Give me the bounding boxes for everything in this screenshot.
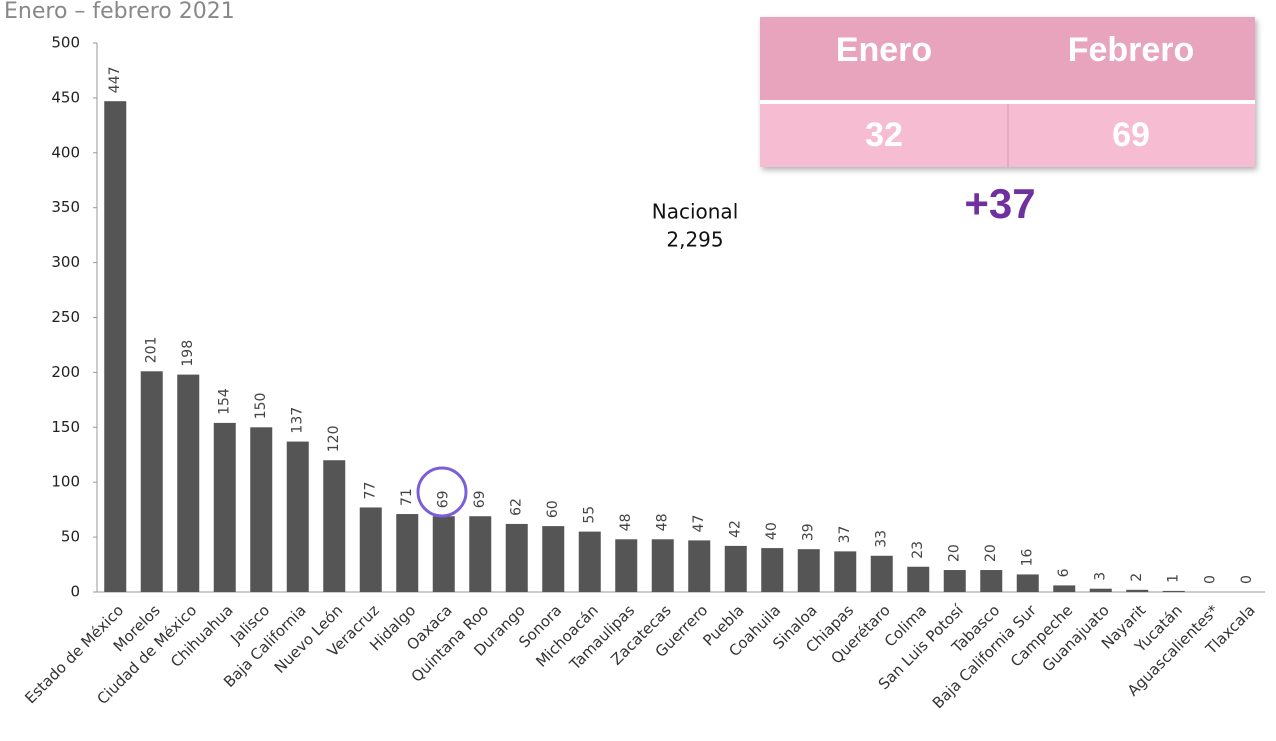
value-label: 23 xyxy=(910,541,926,559)
y-tick-label: 200 xyxy=(51,363,80,381)
bar xyxy=(542,526,565,592)
bar xyxy=(980,570,1003,592)
y-tick-label: 300 xyxy=(51,253,80,271)
value-label: 20 xyxy=(947,544,963,562)
bar xyxy=(761,548,784,592)
value-label: 47 xyxy=(691,515,707,533)
value-label: 201 xyxy=(144,337,160,364)
value-label: 33 xyxy=(874,530,890,548)
value-label: 2 xyxy=(1129,573,1145,582)
bar xyxy=(907,566,930,592)
value-label: 6 xyxy=(1056,568,1072,577)
value-label: 120 xyxy=(326,426,342,453)
bar xyxy=(505,523,528,592)
annotation: 2,295 xyxy=(666,228,723,252)
value-label: 0 xyxy=(1239,575,1255,584)
bar xyxy=(104,101,127,592)
table-cell: 32 xyxy=(865,116,903,154)
value-label: 71 xyxy=(399,488,415,506)
value-label: 48 xyxy=(655,513,671,531)
value-label: 154 xyxy=(217,388,233,415)
value-label: 137 xyxy=(290,407,306,434)
table-header: Febrero xyxy=(1068,31,1195,69)
bar xyxy=(943,570,966,592)
value-label: 48 xyxy=(618,513,634,531)
bar xyxy=(286,441,309,592)
table-header-bg xyxy=(760,17,1255,101)
bar xyxy=(469,516,492,592)
value-label: 0 xyxy=(1202,575,1218,584)
value-label: 77 xyxy=(363,482,379,500)
bar xyxy=(323,460,346,592)
bar xyxy=(1089,588,1112,592)
bar xyxy=(432,516,455,592)
bar xyxy=(797,549,820,592)
highlight-circle xyxy=(416,466,468,518)
y-tick-label: 50 xyxy=(61,528,80,546)
y-tick-label: 150 xyxy=(51,418,80,436)
bar xyxy=(1126,589,1149,592)
bar xyxy=(250,427,273,592)
y-tick-label: 0 xyxy=(70,583,80,601)
value-label: 198 xyxy=(180,340,196,367)
bar xyxy=(578,531,601,592)
value-label: 447 xyxy=(107,66,123,93)
bar xyxy=(688,540,711,592)
bar xyxy=(724,545,747,592)
bar xyxy=(1016,574,1039,592)
value-label: 62 xyxy=(509,498,525,516)
value-label: 69 xyxy=(436,490,452,508)
y-tick-label: 500 xyxy=(51,34,80,52)
summary-table: Enero Febrero 32 69 xyxy=(760,17,1255,167)
bar xyxy=(140,371,163,592)
bar xyxy=(615,539,638,592)
y-tick-label: 350 xyxy=(51,198,80,216)
value-label: 37 xyxy=(837,526,853,544)
bar xyxy=(1162,590,1185,592)
y-tick-label: 250 xyxy=(51,308,80,326)
y-tick-label: 100 xyxy=(51,473,80,491)
bar xyxy=(1053,585,1076,592)
annotation: Nacional xyxy=(652,200,739,224)
value-label: 20 xyxy=(983,544,999,562)
value-label: 60 xyxy=(545,500,561,518)
bar xyxy=(870,555,893,592)
bar xyxy=(213,422,236,592)
value-label: 69 xyxy=(472,490,488,508)
table-header: Enero xyxy=(836,31,932,69)
bar xyxy=(396,514,419,592)
value-label: 40 xyxy=(764,522,780,540)
bar xyxy=(651,539,674,592)
chart-title: Enero – febrero 2021 xyxy=(4,0,235,24)
bar xyxy=(177,374,200,592)
value-label: 39 xyxy=(801,523,817,541)
bar xyxy=(834,551,857,592)
value-label: 150 xyxy=(253,393,269,420)
difference: +37 xyxy=(964,180,1035,227)
table-cell: 69 xyxy=(1112,116,1150,154)
value-label: 1 xyxy=(1166,574,1182,583)
bar xyxy=(359,507,382,592)
value-label: 16 xyxy=(1020,549,1036,567)
value-label: 42 xyxy=(728,520,744,538)
value-label: 3 xyxy=(1093,572,1109,581)
value-label: 55 xyxy=(582,506,598,524)
y-tick-label: 400 xyxy=(51,143,80,161)
y-tick-label: 450 xyxy=(51,88,80,106)
